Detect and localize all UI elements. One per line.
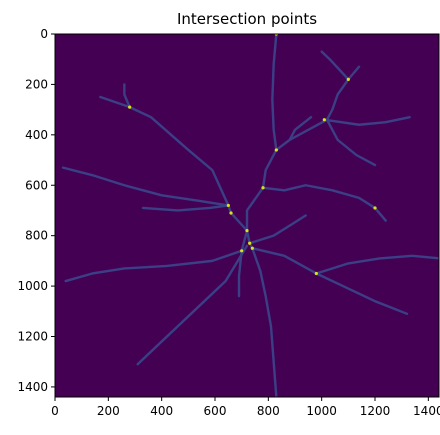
intersection-point-11 [250, 246, 254, 250]
x-tick-label: 1000 [306, 404, 337, 418]
x-tick-label: 1400 [413, 404, 440, 418]
plot-frame [54, 33, 440, 398]
vessel-line-10 [315, 272, 409, 316]
vessel-line-12 [251, 247, 278, 397]
intersection-point-9 [245, 229, 249, 233]
y-tick-label: 0 [40, 27, 48, 41]
vessel-line-8 [61, 166, 230, 207]
x-tick-label: 600 [204, 404, 227, 418]
vessel-line-6 [283, 184, 387, 222]
intersection-point-4 [274, 148, 278, 152]
intersection-point-2 [128, 105, 132, 109]
vessel-line-3 [320, 50, 350, 81]
vessel-line-11 [315, 254, 439, 275]
y-tick-label: 1400 [17, 380, 48, 394]
vessel-lines [61, 34, 439, 397]
intersection-point-5 [261, 186, 265, 190]
intersection-point-12 [240, 249, 244, 253]
vessel-line-15 [237, 249, 243, 298]
y-tick-label: 800 [25, 229, 48, 243]
y-tick-label: 1200 [17, 330, 48, 344]
x-tick-label: 200 [97, 404, 120, 418]
x-axis: 0 200 400 600 800 1000 1200 1400 [51, 397, 440, 418]
x-tick-label: 800 [257, 404, 280, 418]
intersection-point-8 [229, 211, 233, 215]
x-tick-label: 0 [51, 404, 59, 418]
vessel-line-0 [271, 34, 278, 152]
vessel-line-7 [261, 186, 286, 192]
intersection-point-3 [322, 118, 326, 122]
y-tick-label: 600 [25, 178, 48, 192]
vessel-line-16 [288, 115, 313, 142]
y-axis: 0 200 400 600 800 1000 1200 1400 [17, 27, 55, 394]
vessel-line-18 [248, 214, 307, 245]
intersection-point-6 [226, 203, 230, 208]
intersection-point-10 [248, 241, 252, 245]
intersection-point-7 [373, 206, 377, 210]
vessel-line-2 [323, 115, 411, 126]
y-tick-label: 400 [25, 128, 48, 142]
chart-title: Intersection points [177, 10, 317, 28]
vessel-line-13 [136, 244, 249, 366]
y-tick-label: 200 [25, 77, 48, 91]
intersection-point-1 [346, 77, 350, 81]
x-tick-label: 400 [150, 404, 173, 418]
vessel-line-14 [141, 204, 230, 212]
vessel-line-4 [99, 95, 318, 275]
y-tick-label: 1000 [17, 279, 48, 293]
intersection-point-13 [314, 271, 318, 276]
vessel-line-5 [123, 83, 131, 109]
vessel-line-17 [325, 118, 377, 167]
x-tick-label: 1200 [360, 404, 391, 418]
